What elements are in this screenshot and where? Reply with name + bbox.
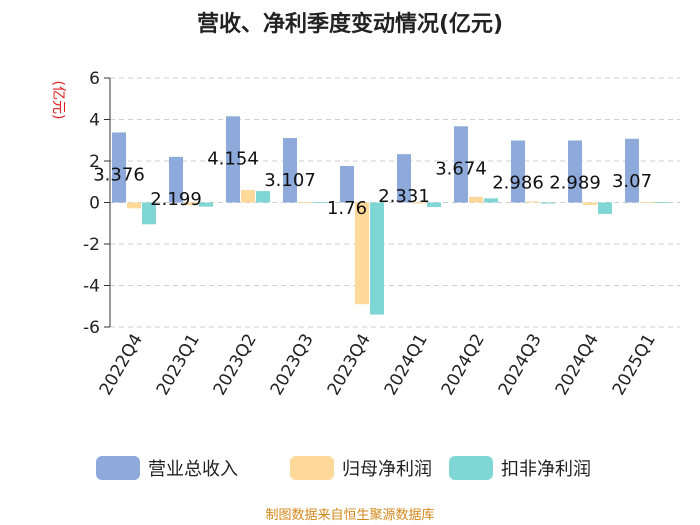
bar-2023Q3-s2 xyxy=(313,202,327,204)
y-tick-label: -2 xyxy=(83,235,100,255)
bar-2024Q2-s1 xyxy=(469,196,483,203)
bar-2023Q4-s1 xyxy=(355,202,369,305)
data-label: 3.674 xyxy=(435,158,487,179)
data-label: 2.986 xyxy=(492,173,544,194)
bar-2023Q2-s2 xyxy=(256,191,270,203)
data-label: 1.76 xyxy=(327,198,367,219)
bar-2024Q4-s1 xyxy=(583,202,597,205)
y-axis-label: (亿元) xyxy=(50,81,66,120)
y-tick-label: 4 xyxy=(89,111,100,131)
legend-label: 扣非净利润 xyxy=(501,459,591,480)
data-label: 2.199 xyxy=(150,189,202,210)
bar-2022Q4-s2 xyxy=(142,202,156,225)
bar-2023Q3-s1 xyxy=(298,202,312,203)
legend-label: 归母净利润 xyxy=(342,459,432,480)
bar-2025Q1-s2 xyxy=(655,202,669,203)
x-axis-ticks: 2022Q4 2023Q1 2023Q2 2023Q3 2023Q4 2024Q1 2024… xyxy=(96,331,660,399)
y-tick-label: 2 xyxy=(89,152,100,172)
bar-2023Q2-s1 xyxy=(241,190,255,203)
bar-2024Q3-s2 xyxy=(541,202,555,204)
bar-2024Q2-s2 xyxy=(484,198,498,203)
x-tick-label: 2024Q3 xyxy=(495,331,546,399)
bar-2023Q1-s0 xyxy=(169,156,183,203)
x-tick-label: 2023Q3 xyxy=(267,331,318,399)
bar-2025Q1-s1 xyxy=(640,201,654,203)
data-label: 3.107 xyxy=(264,170,316,191)
bar-2024Q1-s1 xyxy=(412,202,426,204)
bar-2023Q4-s2 xyxy=(370,202,384,315)
bar-2023Q4-s0 xyxy=(340,165,354,203)
y-tick-label: -4 xyxy=(83,277,100,297)
bar-2024Q1-s2 xyxy=(427,202,441,208)
bars xyxy=(112,116,669,315)
bar-2024Q3-s0 xyxy=(511,140,525,203)
data-label: 3.07 xyxy=(612,171,652,192)
x-tick-label: 2023Q4 xyxy=(324,331,375,399)
legend-swatch xyxy=(96,456,140,480)
x-tick-label: 2024Q1 xyxy=(381,331,432,399)
y-axis-ticks: -6 -4 -2 0 2 4 6 xyxy=(83,69,111,338)
bar-2022Q4-s0 xyxy=(112,132,126,203)
x-tick-label: 2024Q2 xyxy=(438,331,489,399)
bar-2022Q4-s1 xyxy=(127,202,141,209)
bar-2024Q2-s0 xyxy=(454,126,468,203)
data-label: 3.376 xyxy=(93,164,145,185)
x-tick-label: 2025Q1 xyxy=(609,331,660,399)
x-tick-label: 2022Q4 xyxy=(96,331,147,399)
bar-2023Q1-s1 xyxy=(184,202,198,205)
bar-2024Q1-s0 xyxy=(397,154,411,203)
bar-2024Q3-s1 xyxy=(526,201,540,203)
y-tick-label: -6 xyxy=(83,318,100,338)
chart-title: 营收、净利季度变动情况(亿元) xyxy=(197,11,503,37)
bar-2023Q2-s0 xyxy=(226,116,240,203)
legend-swatch xyxy=(449,456,493,480)
data-label: 2.331 xyxy=(378,186,430,207)
bar-2024Q4-s2 xyxy=(598,202,612,214)
bar-2023Q1-s2 xyxy=(199,202,213,207)
x-tick-label: 2023Q2 xyxy=(210,331,261,399)
legend-label: 营业总收入 xyxy=(148,459,238,480)
bar-2023Q3-s0 xyxy=(283,138,297,203)
x-tick-label: 2023Q1 xyxy=(153,331,204,399)
y-tick-label: 0 xyxy=(89,194,100,214)
y-tick-label: 6 xyxy=(89,69,100,89)
bar-2024Q4-s0 xyxy=(568,140,582,203)
source-note: 制图数据来自恒生聚源数据库 xyxy=(265,507,434,523)
data-label: 4.154 xyxy=(207,148,259,169)
legend: 营业总收入 归母净利润 扣非净利润 xyxy=(96,456,591,480)
legend-swatch xyxy=(290,456,334,480)
bar-2025Q1-s0 xyxy=(625,138,639,203)
x-tick-label: 2024Q4 xyxy=(552,331,603,399)
data-label: 2.989 xyxy=(549,172,601,193)
